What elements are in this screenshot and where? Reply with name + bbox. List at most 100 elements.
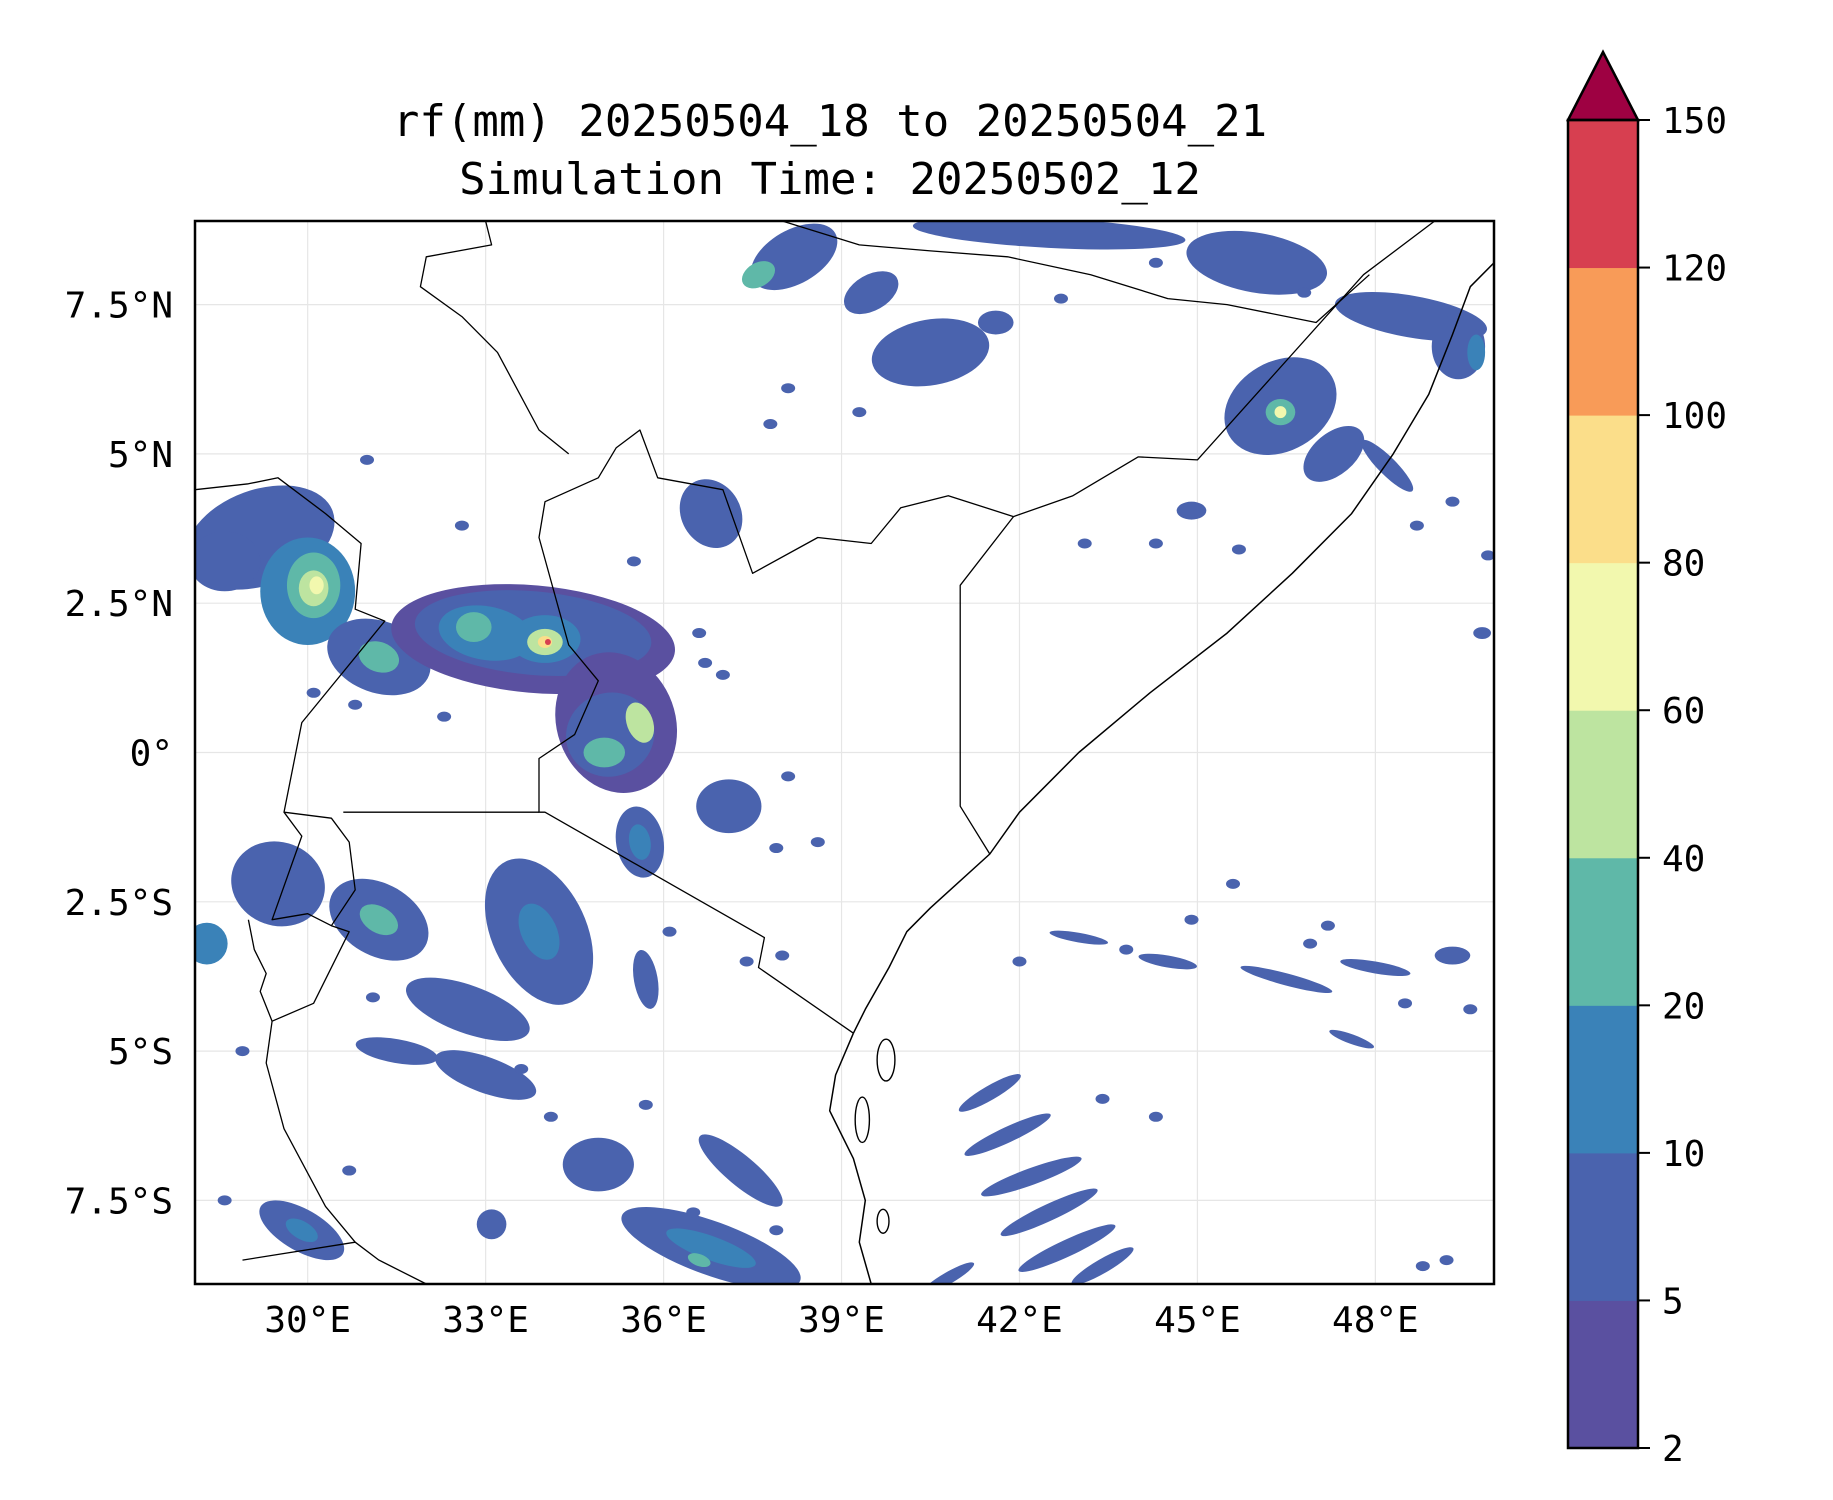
y-tick-label: 0°	[130, 734, 173, 775]
map-frame	[193, 219, 1496, 1286]
rainfall-field	[195, 221, 1494, 1284]
rain-cell	[359, 904, 399, 936]
rain-cell	[1240, 965, 1333, 994]
country-border	[538, 429, 1014, 1034]
rain-cell	[1361, 439, 1414, 492]
rain-cell	[1176, 501, 1207, 520]
island-outline	[876, 1208, 890, 1234]
rain-speck	[1445, 496, 1460, 507]
rain-speck	[360, 454, 375, 465]
rain-speck	[235, 1046, 250, 1057]
rain-speck	[686, 1207, 701, 1218]
colorbar-block	[1568, 710, 1638, 859]
country-border	[419, 221, 570, 455]
colorbar-ticks: 2 5 10 20 40 60 80 100 120 150	[1638, 101, 1727, 1470]
rain-speck	[365, 992, 380, 1003]
rain-speck	[348, 699, 363, 710]
title-line-1: rf(mm) 20250504_18 to 20250504_21	[393, 96, 1267, 147]
rain-cell	[583, 737, 626, 768]
rain-speck	[1303, 938, 1318, 949]
rain-cell	[1049, 930, 1109, 945]
rain-speck	[852, 407, 867, 418]
y-tick-label: 7.5°N	[65, 286, 173, 327]
rain-cell	[696, 779, 762, 834]
rain-speck	[1148, 1111, 1163, 1122]
x-tick-label: 36°E	[620, 1300, 707, 1341]
rain-cell	[231, 841, 325, 927]
rain-cell	[455, 612, 492, 643]
rain-speck	[810, 837, 825, 848]
coastline-south	[828, 1032, 872, 1284]
rain-cell	[195, 922, 228, 965]
rain-speck	[626, 556, 641, 567]
x-axis-ticks: 30°E 33°E 36°E 39°E 42°E 45°E 48°E	[264, 1300, 1418, 1341]
rain-cell	[871, 318, 990, 387]
x-tick-label: 42°E	[976, 1300, 1063, 1341]
rain-speck	[1148, 538, 1163, 549]
coastline	[852, 262, 1494, 1034]
rain-cell	[1000, 1188, 1098, 1237]
colorbar-frame	[1566, 118, 1640, 1450]
rain-cell	[633, 949, 659, 1009]
colorbar-block	[1568, 1300, 1638, 1449]
country-border	[195, 477, 386, 1243]
country-border	[247, 919, 273, 1022]
rain-speck	[1077, 538, 1092, 549]
rain-speck	[1409, 520, 1424, 531]
colorbar-tick-label: 80	[1662, 544, 1705, 585]
y-tick-label: 7.5°S	[65, 1181, 173, 1222]
island-outline	[876, 1038, 896, 1082]
rain-cell	[358, 641, 400, 673]
country-border	[242, 1241, 427, 1284]
rain-cell	[309, 576, 324, 595]
x-tick-label: 48°E	[1332, 1300, 1419, 1341]
rain-cell	[679, 479, 743, 549]
rain-speck	[763, 419, 778, 430]
country-border	[782, 221, 1370, 324]
country-border	[271, 811, 332, 927]
rain-speck	[217, 1195, 232, 1206]
rain-cell	[741, 261, 776, 289]
rain-cell	[435, 1050, 537, 1100]
rain-cell	[843, 271, 899, 315]
colorbar: 2 5 10 20 40 60 80 100 120 150	[1565, 49, 1727, 1470]
colorbar-tick-label: 60	[1662, 691, 1705, 732]
rain-speck	[1320, 920, 1335, 931]
rain-cell	[476, 1209, 507, 1240]
colorbar-blocks	[1568, 120, 1638, 1449]
rain-speck	[1119, 944, 1134, 955]
map-axes: 30°E 33°E 36°E 39°E 42°E 45°E 48°E 7.5°N 5°N 2.5…	[65, 219, 1496, 1341]
rain-cell	[912, 221, 1186, 250]
rain-speck	[514, 1064, 529, 1075]
colorbar-block	[1568, 415, 1638, 564]
colorbar-tick-label: 150	[1662, 101, 1727, 142]
rain-cell	[958, 1074, 1021, 1112]
rain-cell	[977, 310, 1014, 335]
rain-cell	[195, 531, 261, 592]
colorbar-block	[1568, 1152, 1638, 1301]
rain-speck	[1463, 1004, 1478, 1015]
rain-cell	[666, 1228, 756, 1268]
rain-cell	[537, 636, 553, 648]
x-tick-label: 30°E	[264, 1300, 351, 1341]
rain-cell	[1340, 958, 1411, 977]
rain-cell	[562, 1137, 634, 1192]
y-tick-label: 2.5°S	[65, 883, 173, 924]
colorbar-block	[1568, 267, 1638, 416]
rain-speck	[342, 1165, 357, 1176]
y-tick-label: 5°S	[108, 1032, 173, 1073]
rain-speck	[692, 628, 707, 639]
rain-cell	[1186, 230, 1328, 295]
y-tick-label: 2.5°N	[65, 584, 173, 625]
title-line-2: Simulation Time: 20250502_12	[459, 154, 1201, 205]
colorbar-tick-label: 40	[1662, 839, 1705, 880]
y-axis-ticks: 7.5°N 5°N 2.5°N 0° 2.5°S 5°S 7.5°S	[65, 286, 173, 1223]
colorbar-tick-label: 100	[1662, 396, 1727, 437]
x-tick-label: 45°E	[1154, 1300, 1241, 1341]
x-tick-label: 33°E	[442, 1300, 529, 1341]
rain-speck	[1184, 914, 1199, 925]
rain-cell	[625, 702, 655, 743]
rain-cell	[1274, 406, 1287, 419]
rain-cell	[628, 824, 651, 860]
